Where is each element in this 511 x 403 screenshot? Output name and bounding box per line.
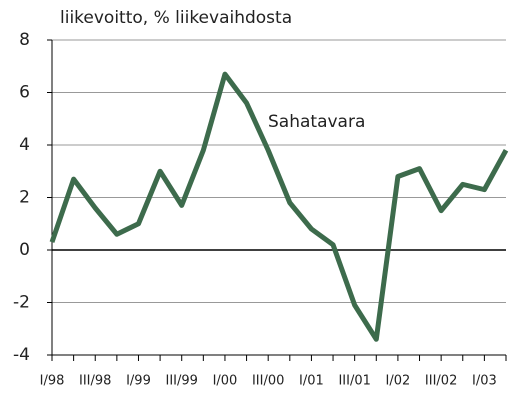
x-tick-label: III/01: [338, 374, 370, 389]
y-tick-label: -4: [13, 345, 30, 365]
x-tick-label: III/00: [252, 374, 284, 389]
y-tick-label: -2: [13, 293, 30, 313]
chart-title: liikevoitto, % liikevaihdosta: [60, 8, 292, 28]
x-tick-label: I/03: [472, 374, 497, 389]
x-tick-label: I/02: [386, 374, 411, 389]
data-line: [49, 71, 509, 342]
x-tick-label: I/00: [213, 374, 238, 389]
x-tick-label: I/01: [299, 374, 324, 389]
annotation: Sahatavara: [268, 112, 365, 132]
y-tick-label: 0: [19, 240, 30, 260]
y-tick-label: 4: [19, 135, 30, 155]
x-tick-label: III/02: [425, 374, 457, 389]
y-tick-label: 2: [19, 188, 30, 208]
x-tick-label: I/99: [126, 374, 151, 389]
y-tick-label: 6: [19, 83, 30, 103]
x-tick-label: I/98: [40, 374, 65, 389]
y-tick-label: 8: [19, 30, 30, 50]
x-tick-label: III/99: [165, 374, 197, 389]
x-tick-label: III/98: [79, 374, 111, 389]
